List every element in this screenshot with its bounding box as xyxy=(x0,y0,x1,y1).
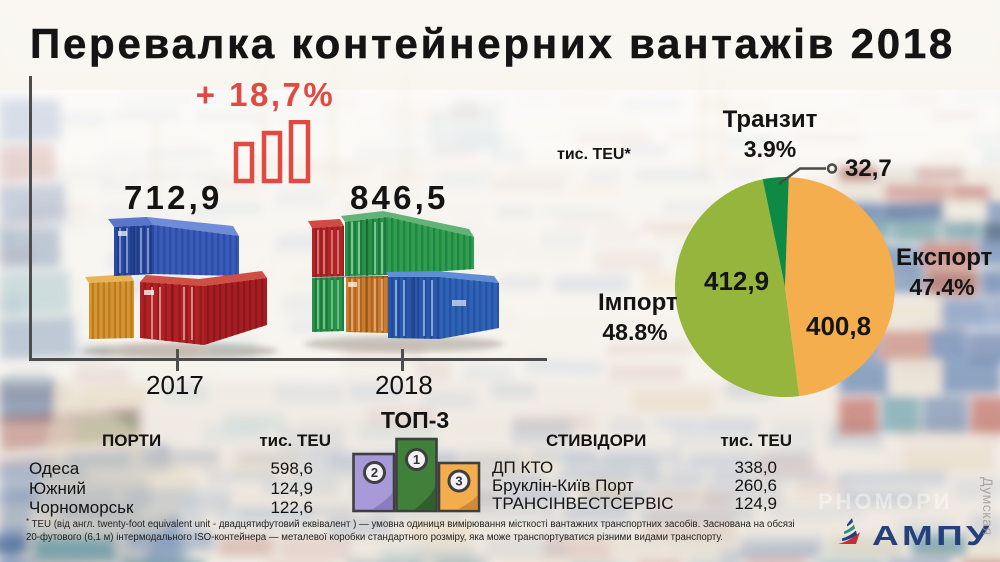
svg-text:3: 3 xyxy=(455,474,462,489)
svg-text:2: 2 xyxy=(371,465,378,480)
svg-text:1: 1 xyxy=(413,452,420,467)
